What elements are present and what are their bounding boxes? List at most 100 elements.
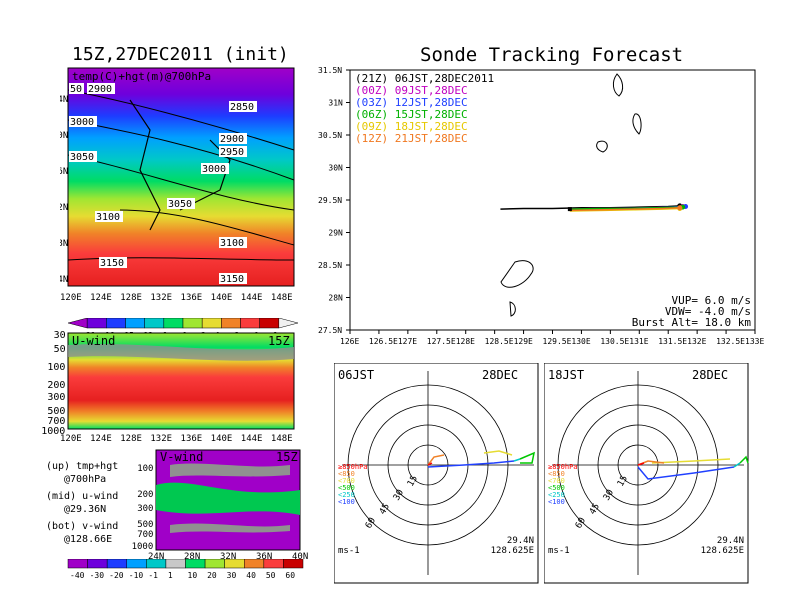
track-series-line: [569, 206, 683, 210]
track-x-tick: 127.5E: [427, 337, 456, 346]
temp-x-tick: 140E: [211, 293, 233, 303]
legend-entry: (21Z) 06JST,28DEC2011: [355, 72, 494, 85]
vwind-y-tick: 700: [137, 530, 153, 540]
hodo-unit: ms-1: [548, 546, 570, 556]
uwind-x-tick: 136E: [181, 434, 203, 444]
hodo-ring-label: 15: [616, 474, 630, 488]
vwind-x-tick: 32N: [220, 552, 236, 560]
vwind-y-tick: 1000: [132, 542, 154, 552]
temp-x-tick: 124E: [90, 293, 112, 303]
wind-colorbar-cell: [244, 559, 265, 569]
uwind-x-tick: 128E: [120, 434, 142, 444]
wind-colorbar-cell: [146, 559, 167, 569]
track-y-tick: 30N: [328, 164, 343, 173]
wind-colorbar-label: -1: [148, 571, 158, 580]
contour-label: 3050: [70, 152, 94, 163]
vwind-y-tick: 100: [137, 464, 153, 474]
uwind-x-tick: 120E: [60, 434, 82, 444]
wind-colorbar-cell: [263, 559, 284, 569]
contour-label-bg: [69, 83, 84, 94]
colorbar-cell: [278, 318, 299, 329]
wind-colorbar-label: 30: [227, 571, 237, 580]
map-label: temp(C)+hgt(m)@700hPa: [72, 70, 211, 83]
wind-colorbar-cell: [106, 559, 128, 569]
coastline: [500, 73, 642, 317]
hodo-legend-entry: <500: [338, 484, 355, 492]
temp-x-tick: 120E: [60, 293, 82, 303]
contour-label-bg: [95, 211, 123, 222]
contour-label: 2950: [220, 147, 244, 158]
track-y-tick: 29N: [328, 229, 343, 238]
hodo-legend-entry: <250: [338, 491, 355, 499]
track-x-tick: 130.5E: [600, 337, 629, 346]
uwind-y-tick: 700: [47, 416, 65, 427]
wind-colorbar-label: 10: [188, 571, 198, 580]
contour-label-bg: [69, 151, 97, 162]
track-info-line: Burst Alt= 18.0 km: [632, 316, 752, 329]
contour-label: 3000: [202, 164, 226, 175]
hodo-legend-entry: <250: [548, 491, 565, 499]
side-notes: (up) tmp+hgt @700hPa (mid) u-wind @29.36N …: [46, 461, 119, 545]
uwind-y-tick: 100: [47, 362, 65, 373]
wind-colorbar-cell: [67, 559, 88, 569]
hodo-ring-label: 45: [588, 502, 602, 516]
hodo-trace: [427, 454, 445, 466]
contour-label-bg: [219, 133, 247, 144]
hodo-legend-entry: <850: [548, 470, 565, 478]
uwind-x-tick: 148E: [271, 434, 293, 444]
wind-colorbar-label: -10: [129, 571, 144, 580]
track-x-tick: 129E: [514, 337, 533, 346]
vwind-time: 15Z: [276, 450, 298, 464]
legend-entry: (03Z) 12JST,28DEC: [355, 96, 468, 109]
temp-y-tick: 44N: [60, 95, 68, 105]
temp-x-tick: 148E: [271, 293, 293, 303]
wind-colorbar-cell: [283, 559, 304, 569]
hodo-trace: [513, 458, 521, 462]
track-x-tick: 129.5E: [543, 337, 572, 346]
contour-label: 3100: [96, 212, 120, 223]
wind-colorbar: -40 -30 -20 -10 -1 1 10 20 30 40 50 60: [67, 559, 304, 580]
hodo-trace: [651, 458, 731, 464]
track-y-tick: 31N: [328, 99, 343, 108]
uwind-x-tick: 132E: [150, 434, 172, 444]
uwind-x-tick: 144E: [241, 434, 263, 444]
wind-colorbar-label: 1: [168, 571, 173, 580]
hodo-ring-label: 45: [378, 502, 392, 516]
hodo-legend-entry: <850: [338, 470, 355, 478]
hodo-lon: 128.625E: [491, 546, 534, 556]
temp-x-tick: 144E: [241, 293, 263, 303]
temp-y-tick: 24N: [60, 275, 68, 285]
hodo-ring-label: 15: [406, 474, 420, 488]
hodo-legend-entry: <100: [548, 498, 565, 506]
contour-label-bg: [167, 198, 195, 209]
uwind-y-tick: 50: [54, 344, 66, 355]
vwind-y-tick: 300: [137, 504, 153, 514]
hodo-trace: [637, 466, 735, 480]
wind-colorbar-label: 50: [266, 571, 276, 580]
hodo-unit: ms-1: [338, 546, 360, 556]
uwind-time: 15Z: [268, 334, 290, 348]
track-x-tick: 132E: [687, 337, 706, 346]
wind-colorbar-label: 60: [285, 571, 295, 580]
wind-colorbar-cell: [204, 559, 225, 569]
hodo-lat: 29.4N: [717, 536, 744, 546]
track-x-tick: 133E: [745, 337, 764, 346]
vwind-x-tick: 24N: [148, 552, 164, 560]
vwind-x-tick: 40N: [292, 552, 308, 560]
wind-colorbar-cell: [224, 559, 245, 569]
wind-colorbar-cell: [165, 559, 186, 569]
contour-label-bg: [99, 257, 127, 268]
contour-label-bg: [219, 146, 247, 157]
hodo-trace: [637, 462, 645, 466]
wind-colorbar-label: -20: [109, 571, 124, 580]
track-x-tick: 131E: [629, 337, 648, 346]
track-y-tick: 29.5N: [318, 196, 342, 205]
track-x-tick: 131.5E: [658, 337, 687, 346]
wind-colorbar-label: 40: [246, 571, 256, 580]
track-info-line: VDW= -4.0 m/s: [665, 305, 751, 318]
hodo-date: 28DEC: [692, 368, 728, 382]
hodo-trace: [483, 450, 513, 456]
hodo-lat: 29.4N: [507, 536, 534, 546]
track-x-tick: 132.5E: [716, 337, 745, 346]
contour-label: 3150: [100, 258, 124, 269]
